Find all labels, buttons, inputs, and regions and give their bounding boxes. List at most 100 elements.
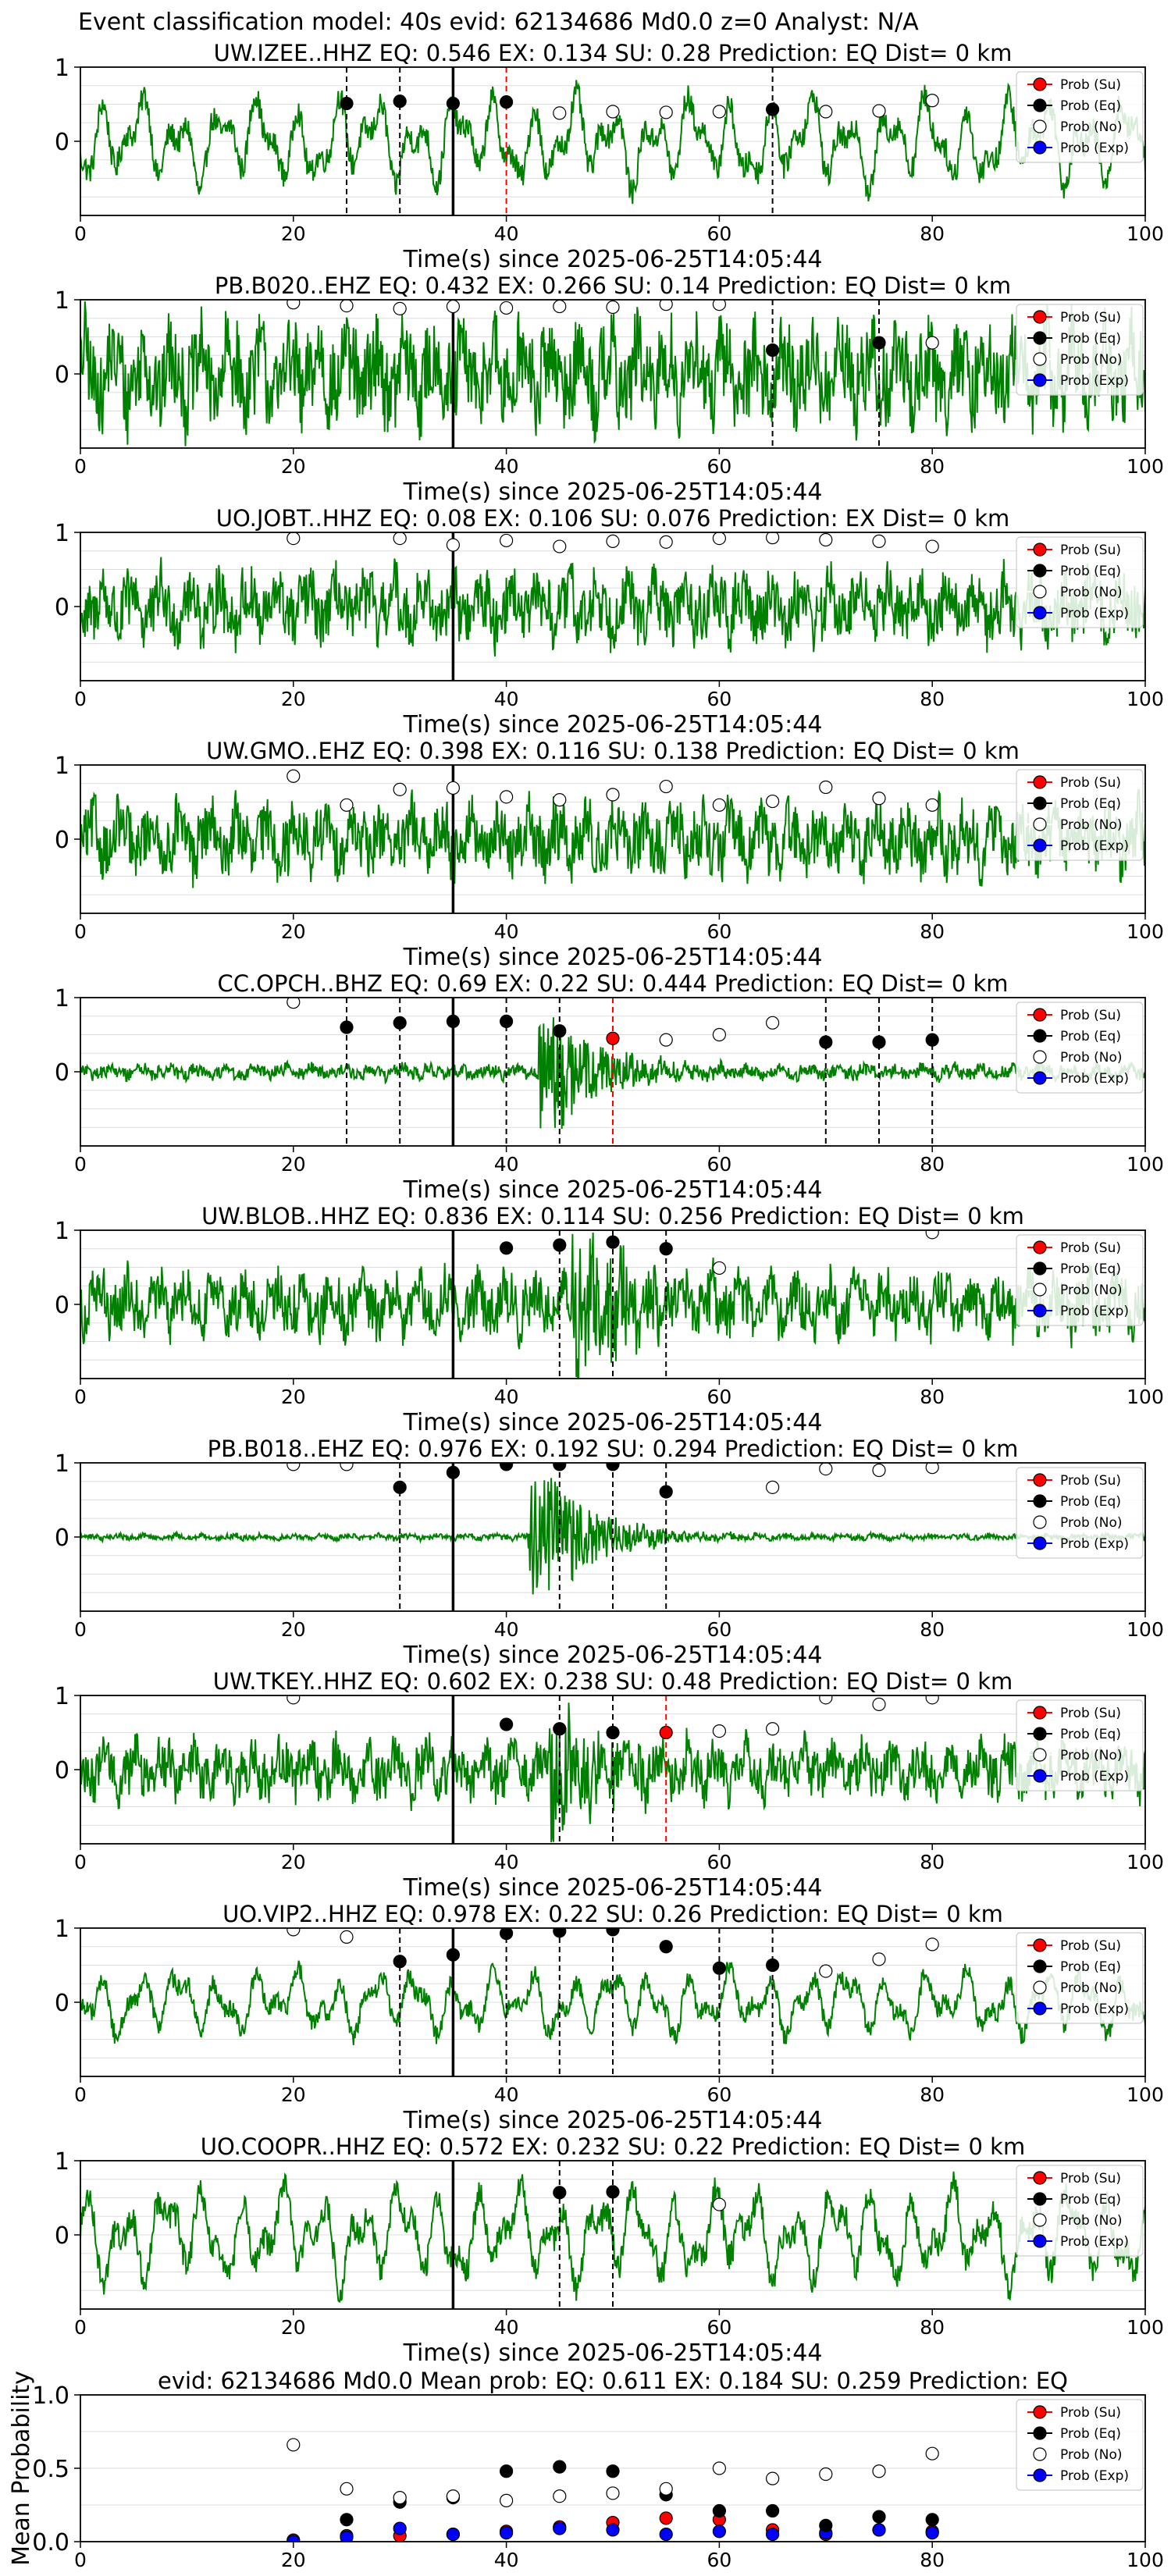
x-tick-label: 20 <box>281 2083 306 2106</box>
x-axis-label: Time(s) since 2025-06-25T14:05:44 <box>403 246 823 273</box>
prob-marker-no <box>712 2461 727 2475</box>
x-tick-label: 40 <box>494 2549 519 2571</box>
prob-marker-no <box>925 798 939 812</box>
prob-marker-no <box>712 1261 727 1276</box>
legend-label: Prob (Exp) <box>1060 1536 1129 1552</box>
prob-marker-no <box>446 781 461 795</box>
x-tick-label: 60 <box>707 2549 731 2571</box>
panel-2: PB.B020..EHZ EQ: 0.432 EX: 0.266 SU: 0.1… <box>55 272 1164 506</box>
panel-title: UO.COOPR..HHZ EQ: 0.572 EX: 0.232 SU: 0.… <box>201 2133 1025 2160</box>
legend-marker-su <box>1033 1706 1047 1720</box>
x-tick-label: 40 <box>494 1851 519 1873</box>
y-tick-label: 1 <box>55 55 69 82</box>
prob-marker-no <box>819 780 833 795</box>
legend-marker-eq <box>1033 98 1047 112</box>
prob-marker-no <box>446 2489 461 2503</box>
panel-content <box>80 1928 1145 2076</box>
legend-marker-eq <box>1033 1029 1047 1043</box>
prob-marker-no <box>766 532 780 545</box>
x-tick-label: 80 <box>920 920 945 943</box>
prob-marker-no <box>287 2438 301 2452</box>
x-tick-label: 60 <box>707 920 731 943</box>
prob-marker-no <box>606 788 620 802</box>
legend-marker-su <box>1033 543 1047 557</box>
prob-marker-no <box>340 300 354 313</box>
legend-marker-su <box>1033 1938 1047 1952</box>
legend-marker-no <box>1033 352 1047 366</box>
prob-marker-eq <box>553 1463 567 1471</box>
legend-marker-exp <box>1033 1071 1047 1085</box>
prob-marker-no <box>659 300 673 311</box>
panels: UW.IZEE..HHZ EQ: 0.546 EX: 0.134 SU: 0.2… <box>8 40 1164 2571</box>
waveform-trace <box>80 301 1145 447</box>
legend-marker-eq <box>1033 1959 1047 1973</box>
prob-marker-eq <box>446 1014 461 1029</box>
legend-marker-exp <box>1033 2468 1047 2482</box>
legend-label: Prob (Exp) <box>1060 606 1129 621</box>
legend-label: Prob (Eq) <box>1060 2426 1121 2442</box>
prob-marker-eq <box>712 1961 727 1975</box>
prob-marker-no <box>925 336 939 350</box>
prob-marker-eq <box>340 1020 354 1034</box>
panel-11: evid: 62134686 Md0.0 Mean prob: EQ: 0.61… <box>8 2368 1164 2571</box>
legend-marker-su <box>1033 77 1047 91</box>
x-tick-label: 60 <box>707 1386 731 1408</box>
prob-marker-no <box>925 2446 939 2460</box>
legend-label: Prob (No) <box>1060 2213 1123 2229</box>
prob-marker-eq <box>553 1722 567 1736</box>
legend-marker-exp <box>1033 141 1047 155</box>
prob-marker-no <box>712 300 726 311</box>
figure-suptitle: Event classification model: 40s evid: 62… <box>78 9 919 36</box>
prob-marker-exp <box>659 2528 673 2542</box>
prob-marker-no <box>553 2489 567 2503</box>
y-tick-label: 0.5 <box>32 2456 69 2483</box>
x-tick-label: 40 <box>494 688 519 710</box>
prob-marker-eq <box>606 2185 620 2199</box>
prob-marker-no <box>925 539 939 553</box>
legend-marker-exp <box>1033 2234 1047 2248</box>
x-tick-label: 80 <box>920 1851 945 1873</box>
prob-marker-no <box>499 301 514 315</box>
x-tick-label: 40 <box>494 2083 519 2106</box>
prob-marker-eq <box>393 1955 407 1969</box>
x-tick-label: 100 <box>1127 688 1164 710</box>
prob-marker-no <box>287 1928 301 1937</box>
x-tick-label: 40 <box>494 1386 519 1408</box>
legend-marker-su <box>1033 1473 1047 1487</box>
legend-marker-no <box>1033 1283 1047 1297</box>
prob-marker-no <box>553 300 567 314</box>
prob-marker-eq <box>606 1725 620 1740</box>
x-tick-label: 60 <box>707 1618 731 1641</box>
legend-label: Prob (No) <box>1060 1515 1123 1531</box>
legend-label: Prob (No) <box>1060 2447 1123 2463</box>
legend-label: Prob (Exp) <box>1060 2234 1129 2250</box>
x-tick-label: 100 <box>1127 2549 1164 2571</box>
prob-marker-exp <box>925 2526 939 2540</box>
x-tick-label: 20 <box>281 2549 306 2571</box>
panel-content <box>80 765 1145 913</box>
legend-box <box>1016 304 1144 396</box>
prob-marker-no <box>712 532 726 546</box>
legend-marker-exp <box>1033 1769 1047 1783</box>
panel-8: UW.TKEY..HHZ EQ: 0.602 EX: 0.238 SU: 0.4… <box>55 1668 1164 1902</box>
x-tick-label: 40 <box>494 455 519 478</box>
prob-marker-eq <box>553 2186 567 2200</box>
prob-marker-eq <box>925 2513 939 2527</box>
panel-content <box>80 532 1145 681</box>
legend-marker-exp <box>1033 606 1047 620</box>
legend-marker-exp <box>1033 1536 1047 1550</box>
x-tick-label: 20 <box>281 222 306 245</box>
x-tick-label: 100 <box>1127 2316 1164 2339</box>
panel-4: UW.GMO..EHZ EQ: 0.398 EX: 0.116 SU: 0.13… <box>55 738 1164 971</box>
prob-marker-su <box>659 2511 673 2525</box>
panel-content <box>287 2438 939 2542</box>
panel-title: UO.VIP2..HHZ EQ: 0.978 EX: 0.22 SU: 0.26… <box>222 1901 1003 1927</box>
prob-marker-eq <box>659 1485 673 1499</box>
prob-marker-eq <box>500 1463 514 1471</box>
prob-marker-no <box>872 104 886 118</box>
panel-title: UO.JOBT..HHZ EQ: 0.08 EX: 0.106 SU: 0.07… <box>216 505 1010 532</box>
x-tick-label: 80 <box>920 222 945 245</box>
waveform-trace <box>80 80 1145 205</box>
prob-marker-no <box>712 1724 727 1738</box>
panel-7: PB.B018..EHZ EQ: 0.976 EX: 0.192 SU: 0.2… <box>55 1436 1164 1669</box>
